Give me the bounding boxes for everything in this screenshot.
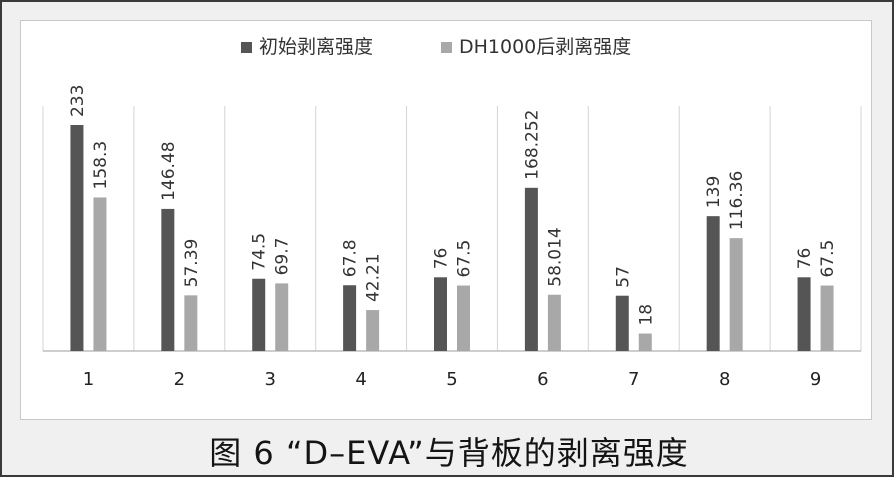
bar-series2-cat8 [729,238,743,351]
data-label-series1-cat1: 233 [68,85,88,117]
bar-series2-cat7 [638,333,652,351]
legend-label-1: 初始剥离强度 [259,36,373,58]
data-label-series2-cat3: 69.7 [273,238,293,276]
x-tick-label: 5 [446,369,457,390]
legend-swatch-1 [241,42,252,53]
bar-series2-cat2 [184,295,198,351]
bar-series2-cat5 [457,285,470,351]
data-label-series2-cat9: 67.5 [818,240,838,278]
data-label-series2-cat4: 42.21 [364,253,384,302]
data-label-series1-cat2: 146.48 [159,141,179,200]
bar-chart: 初始剥离强度 DH1000后剥离强度233158.31146.4857.39274… [42,36,862,390]
x-tick-label: 8 [719,369,730,390]
bar-series1-cat7 [615,295,629,351]
x-tick-label: 2 [174,369,185,390]
figure-caption: 图 6 “D–EVA”与背板的剥离强度 [209,434,689,472]
bar-series2-cat3 [275,283,289,351]
data-label-series1-cat3: 74.5 [250,233,270,271]
bar-series1-cat2 [161,208,175,351]
data-label-series1-cat7: 57 [613,266,633,288]
data-label-series2-cat8: 116.36 [727,171,747,230]
data-label-series2-cat7: 18 [636,304,656,326]
data-label-series1-cat9: 76 [795,248,815,270]
bar-series2-cat6 [547,294,561,351]
x-tick-label: 9 [810,369,821,390]
legend-swatch-2 [441,42,452,53]
bar-series1-cat9 [797,277,811,351]
data-label-series1-cat6: 168.252 [522,109,542,179]
bar-series1-cat1 [70,125,84,351]
x-tick-label: 3 [264,369,275,390]
bar-series1-cat6 [524,187,538,351]
x-tick-label: 6 [537,369,548,390]
data-label-series2-cat6: 58.014 [545,227,565,286]
bar-series2-cat1 [93,197,107,351]
x-tick-label: 7 [628,369,639,390]
x-tick-label: 4 [355,369,366,390]
data-label-series1-cat4: 67.8 [341,239,361,277]
bar-series1-cat5 [434,277,447,351]
bar-series1-cat3 [252,278,266,351]
x-tick-label: 1 [83,369,94,390]
data-label-series2-cat2: 57.39 [182,239,202,288]
bar-series2-cat4 [366,310,380,351]
data-label-series2-cat5: 67.5 [455,240,475,278]
chart-area: 初始剥离强度 DH1000后剥离强度 233 158.3 1 146.48 57.39 2 74… [20,20,872,420]
legend-label-2: DH1000后剥离强度 [459,36,631,58]
data-label-series1-cat5: 76 [432,248,452,270]
bar-series1-cat4 [343,285,357,351]
data-label-series2-cat1: 158.3 [91,141,111,190]
bar-series2-cat9 [820,285,834,351]
bar-series1-cat8 [706,216,720,351]
data-label-series1-cat8: 139 [704,176,724,208]
